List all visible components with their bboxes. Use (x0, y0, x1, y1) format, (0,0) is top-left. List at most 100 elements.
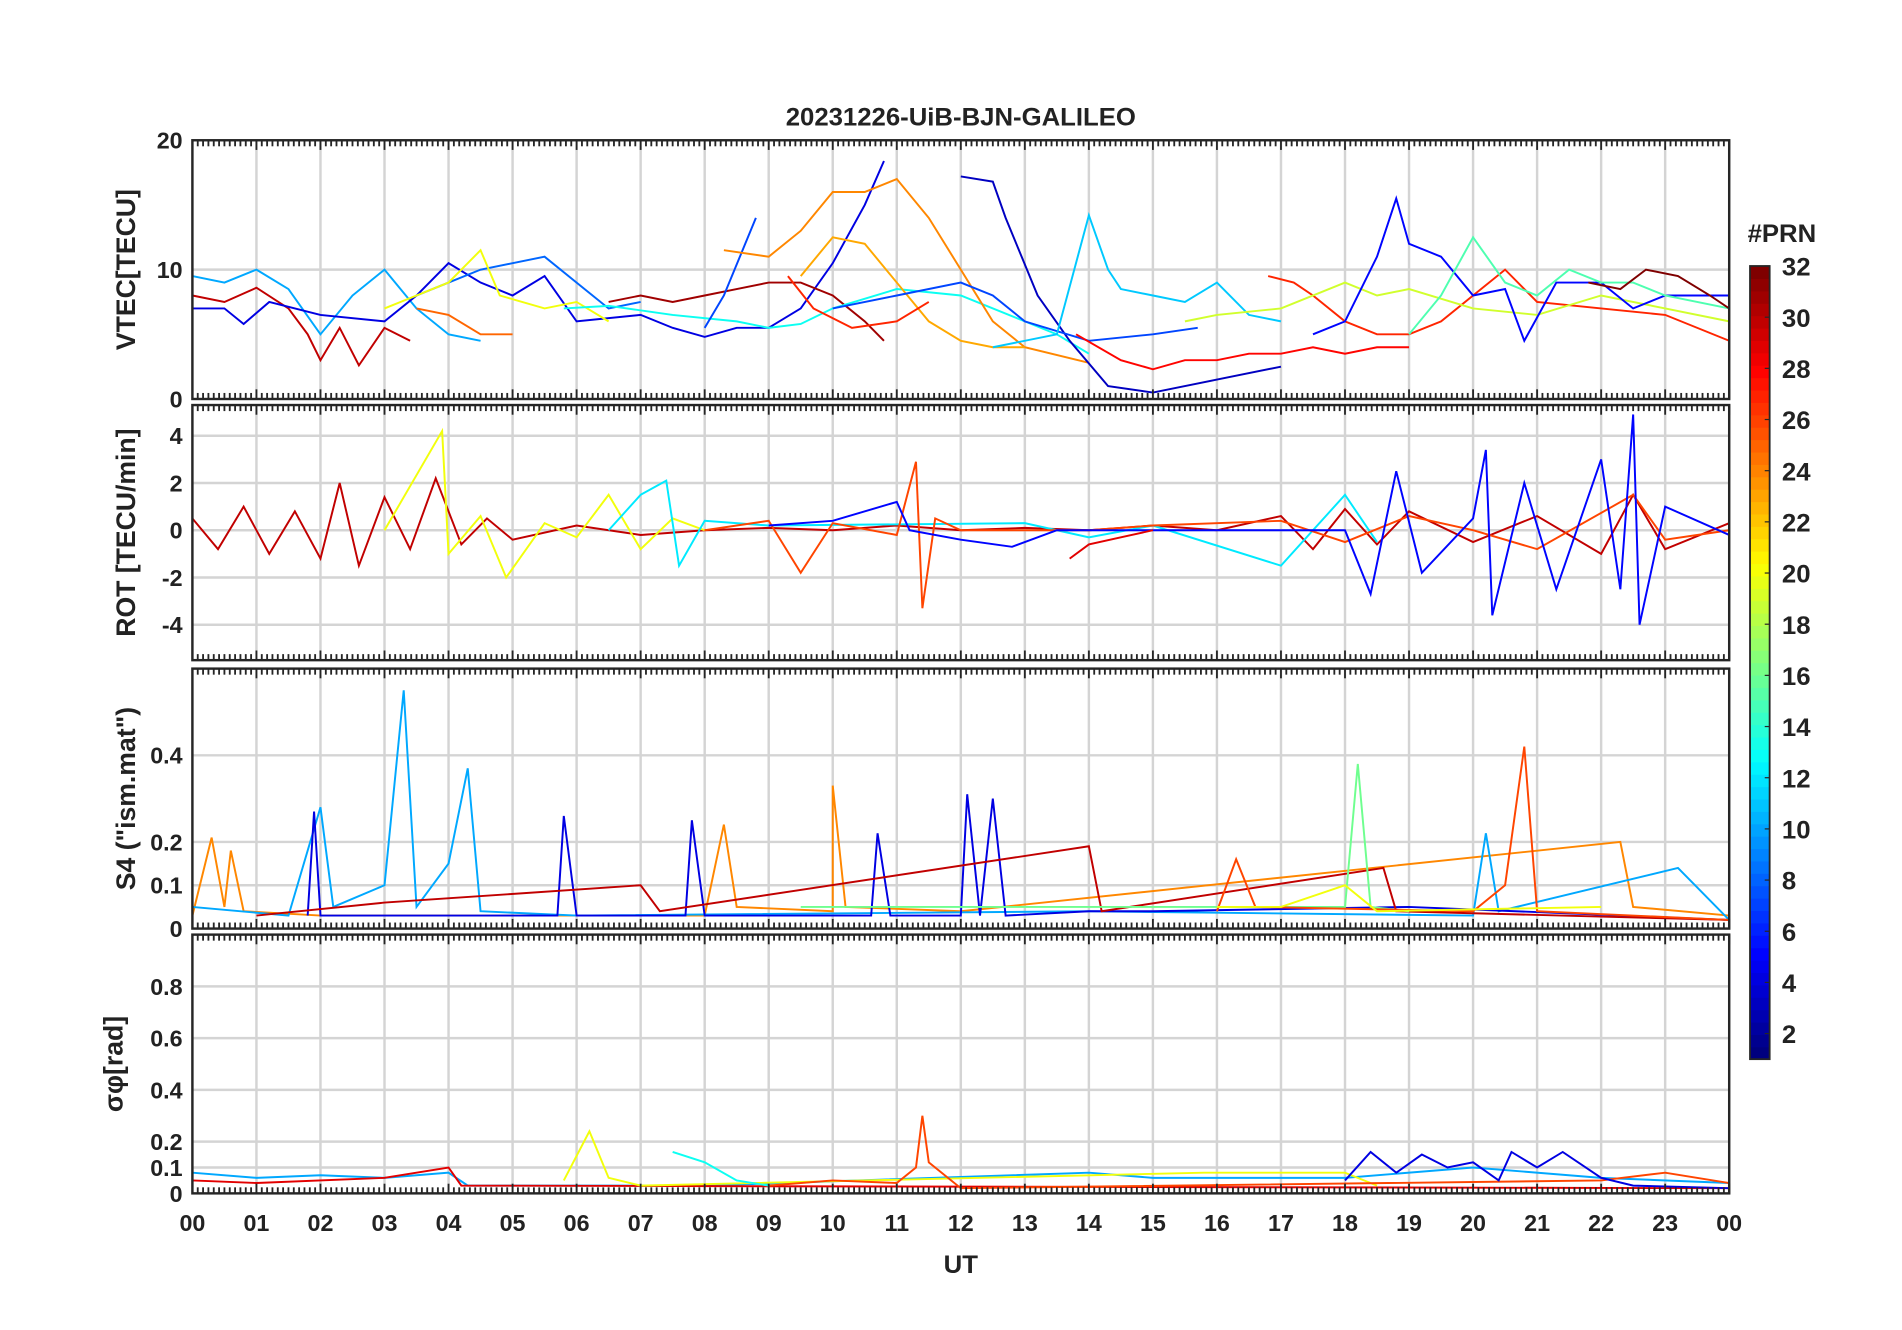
colorbar-segment (1750, 402, 1770, 416)
colorbar-segment (1750, 439, 1770, 453)
y-tick-label: 0.2 (150, 830, 182, 856)
colorbar-segment (1750, 736, 1770, 750)
colorbar-tick-label: 2 (1782, 1021, 1796, 1049)
y-tick-label: 0.4 (150, 743, 182, 769)
colorbar-segment (1750, 811, 1770, 825)
series-prn-24 (192, 785, 1730, 917)
x-tick-label: 09 (756, 1210, 782, 1236)
series-prn-4 (192, 160, 885, 338)
y-axis-label: S4 ("ism.mat") (111, 707, 141, 890)
colorbar-segment (1750, 860, 1770, 874)
y-tick-label: 0.1 (150, 1155, 182, 1181)
colorbar-tick-label: 22 (1782, 510, 1811, 538)
colorbar-segment (1750, 501, 1770, 515)
colorbar-tick-label: 6 (1782, 919, 1796, 947)
colorbar-segment (1750, 315, 1770, 329)
panel-4: 00.10.2 0.4 0.6 0.8 σφ[rad] (98, 933, 1731, 1207)
y-tick-label: 2 (170, 471, 183, 497)
colorbar-segment (1750, 674, 1770, 688)
x-tick-label: 06 (564, 1210, 590, 1236)
y-axis-label: ROT [TECU/min] (111, 428, 141, 636)
series-prn-20 (1216, 884, 1602, 913)
series-prn-29 (1069, 529, 1154, 560)
y-tick-label: 0.1 (150, 873, 182, 899)
colorbar (1749, 265, 1771, 1061)
colorbar-segment (1750, 303, 1770, 317)
colorbar-segment (1750, 278, 1770, 292)
series-prn-16 (800, 763, 1410, 913)
series-prn-28 (1075, 333, 1410, 371)
series-prn-5 (1312, 195, 1730, 344)
x-tick-label: 15 (1140, 1210, 1166, 1236)
colorbar-segment (1750, 724, 1770, 738)
series-prn-30 (192, 475, 1730, 570)
x-tick-label: 00 (1716, 1210, 1742, 1236)
x-tick-label: 19 (1396, 1210, 1422, 1236)
colorbar-segment (1750, 662, 1770, 676)
y-tick-label: 0.8 (150, 974, 182, 1000)
series-prn-7 (703, 217, 757, 329)
series-prn-24 (723, 177, 1090, 364)
colorbar-segment (1750, 910, 1770, 924)
colorbar-segment (1750, 1009, 1770, 1023)
x-tick-label: 03 (372, 1210, 398, 1236)
series-prn-7 (832, 281, 1198, 342)
colorbar-segment (1750, 563, 1770, 577)
y-tick-label: 0.6 (150, 1026, 182, 1052)
y-tick-label: 0 (170, 1181, 183, 1207)
colorbar-segment (1750, 513, 1770, 527)
colorbar-segment (1750, 972, 1770, 986)
colorbar-segment (1750, 551, 1770, 565)
colorbar-segment (1750, 885, 1770, 899)
chart-title: 20231226-UiB-BJN-GALILEO (786, 104, 1136, 132)
colorbar-segment (1750, 637, 1770, 651)
colorbar-tick-label: 18 (1782, 612, 1811, 640)
x-tick-label: 08 (692, 1210, 718, 1236)
colorbar-segment (1750, 464, 1770, 478)
series-prn-30 (192, 286, 411, 368)
colorbar-segment (1750, 873, 1770, 887)
colorbar-segment (1750, 1021, 1770, 1035)
colorbar-tick-label: 16 (1782, 663, 1811, 691)
colorbar-segment (1750, 848, 1770, 862)
series-prn-20 (383, 427, 706, 580)
colorbar-segment (1750, 761, 1770, 775)
colorbar-segment (1750, 1034, 1770, 1048)
colorbar-segment (1750, 984, 1770, 998)
colorbar-segment (1750, 613, 1770, 627)
colorbar-segment (1750, 377, 1770, 391)
panel-3: 0 0.1 0.2 0.4 S4 ("ism.mat") (111, 667, 1731, 942)
x-tick-label: 17 (1268, 1210, 1294, 1236)
colorbar-segment (1750, 712, 1770, 726)
colorbar-segment (1750, 538, 1770, 552)
x-tick-label: 22 (1588, 1210, 1614, 1236)
colorbar-segment (1750, 489, 1770, 503)
colorbar-tick-label: 26 (1782, 407, 1811, 435)
series-prn-32 (1588, 268, 1730, 310)
x-tick-label: 07 (628, 1210, 654, 1236)
colorbar-segment (1750, 575, 1770, 589)
colorbar-segment (1750, 414, 1770, 428)
x-tick-label: 20 (1460, 1210, 1486, 1236)
x-tick-label: 23 (1652, 1210, 1678, 1236)
series-prn-5 (768, 414, 1730, 625)
x-tick-label: 05 (500, 1210, 526, 1236)
colorbar-segment (1750, 476, 1770, 490)
series-prn-26 (1216, 746, 1730, 921)
colorbar-tick-label: 30 (1782, 305, 1811, 333)
colorbar-segment (1750, 997, 1770, 1011)
colorbar-segment (1750, 266, 1770, 279)
series-prn-10 (192, 268, 481, 342)
colorbar-segment (1750, 798, 1770, 812)
x-tick-label: 12 (948, 1210, 974, 1236)
colorbar-segment (1750, 625, 1770, 639)
y-axis-label: VTEC[TECU] (111, 189, 141, 350)
series-prn-4 (1344, 1150, 1730, 1190)
series-prn-13 (672, 1151, 769, 1187)
y-tick-label: -2 (162, 565, 183, 591)
colorbar-tick-label: 32 (1782, 254, 1811, 282)
panel-2: -4 -2 0 2 4 ROT [TECU/min] (111, 403, 1731, 662)
colorbar-segment (1750, 290, 1770, 304)
